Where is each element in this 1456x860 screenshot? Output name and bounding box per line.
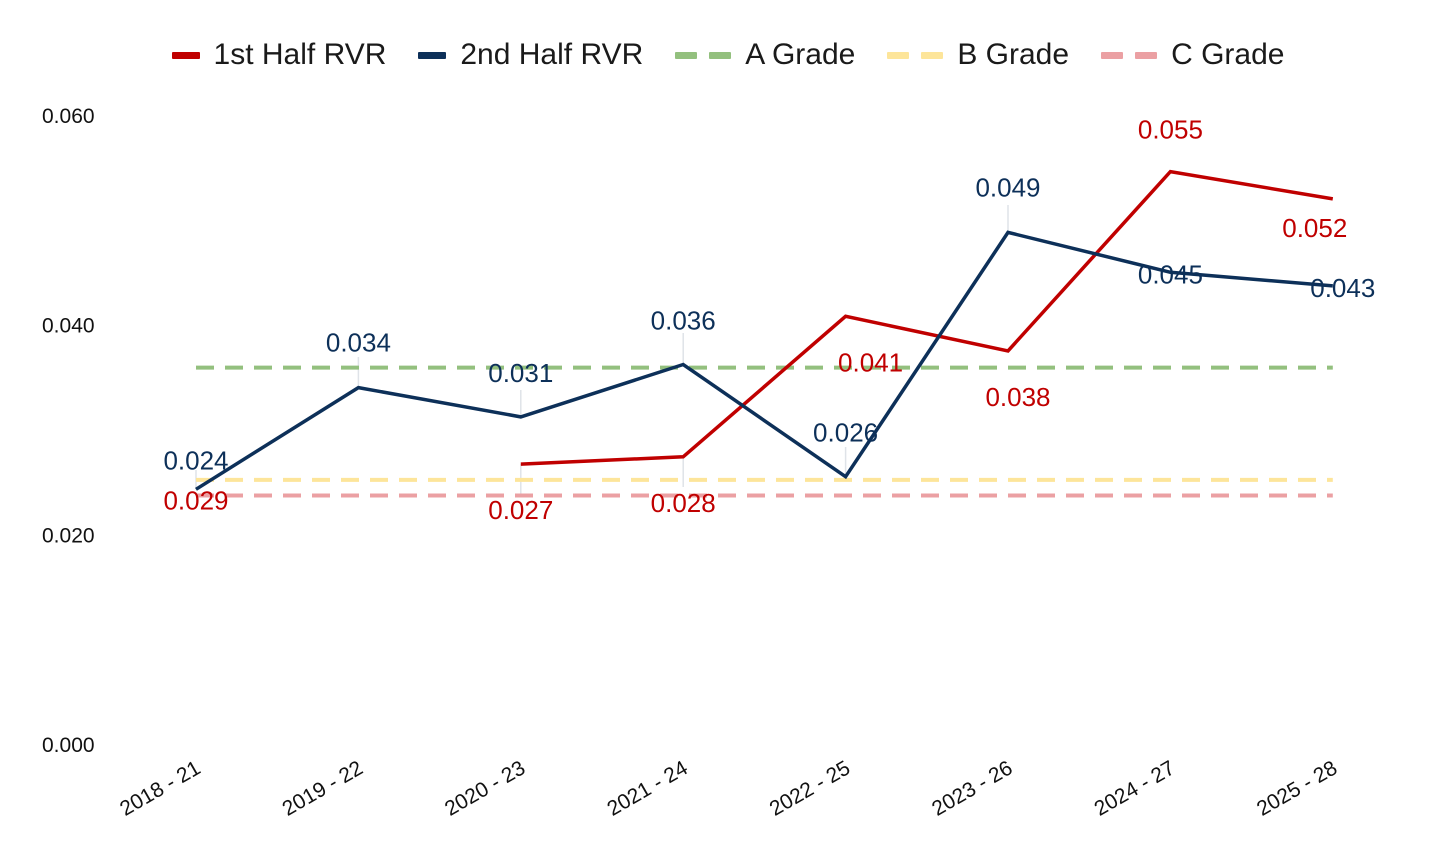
legend-label-2nd-half: 2nd Half RVR [460,38,644,71]
data-label-2nd-half: 0.026 [813,418,878,448]
chart-legend: 1st Half RVR 2nd Half RVR A Grade B Grad… [0,38,1456,72]
legend-swatch-a-grade [675,51,732,59]
legend-item-2nd-half: 2nd Half RVR [418,38,643,72]
y-tick-label: 0.020 [42,524,95,547]
data-label-2nd-half: 0.031 [488,358,553,388]
data-label-1st-half: 0.041 [838,347,903,377]
x-tick-label: 2018 - 21 [116,756,204,820]
series-line-2nd-half-rvr [195,230,1333,491]
legend-item-1st-half: 1st Half RVR [171,38,387,72]
x-tick-label: 2022 - 25 [766,756,854,820]
x-tick-label: 2019 - 22 [279,756,367,820]
legend-item-c-grade: C Grade [1101,38,1284,72]
data-label-2nd-half: 0.024 [163,445,228,475]
legend-label-c-grade: C Grade [1171,38,1285,71]
legend-label-b-grade: B Grade [957,38,1070,71]
x-tick-label: 2025 - 28 [1253,756,1341,820]
x-tick-label: 2023 - 26 [928,756,1016,820]
x-tick-label: 2024 - 27 [1091,756,1179,820]
legend-swatch-1st-half [171,51,200,59]
legend-swatch-c-grade [1101,51,1158,59]
series-line-1st-half-rvr [520,169,1334,466]
legend-label-1st-half: 1st Half RVR [213,38,387,71]
y-tick-label: 0.060 [42,105,95,128]
legend-item-b-grade: B Grade [887,38,1069,72]
data-label-1st-half: 0.038 [985,382,1050,412]
data-label-2nd-half: 0.043 [1310,273,1375,303]
data-label-2nd-half: 0.045 [1138,259,1203,289]
data-label-1st-half: 0.052 [1282,213,1347,243]
data-label-1st-half: 0.028 [651,488,716,518]
x-tick-label: 2020 - 23 [441,756,529,820]
data-label-2nd-half: 0.034 [326,328,391,358]
data-label-2nd-half: 0.049 [975,172,1040,202]
data-label-1st-half: 0.055 [1138,115,1203,145]
legend-label-a-grade: A Grade [745,38,856,71]
y-tick-label: 0.040 [42,315,95,338]
data-label-1st-half: 0.027 [488,495,553,525]
legend-swatch-2nd-half [418,51,447,59]
x-tick-label: 2021 - 24 [603,756,692,820]
legend-item-a-grade: A Grade [675,38,855,72]
y-tick-label: 0.000 [42,734,95,757]
data-label-1st-half: 0.029 [163,485,228,515]
legend-swatch-b-grade [887,51,944,59]
data-label-2nd-half: 0.036 [651,306,716,336]
